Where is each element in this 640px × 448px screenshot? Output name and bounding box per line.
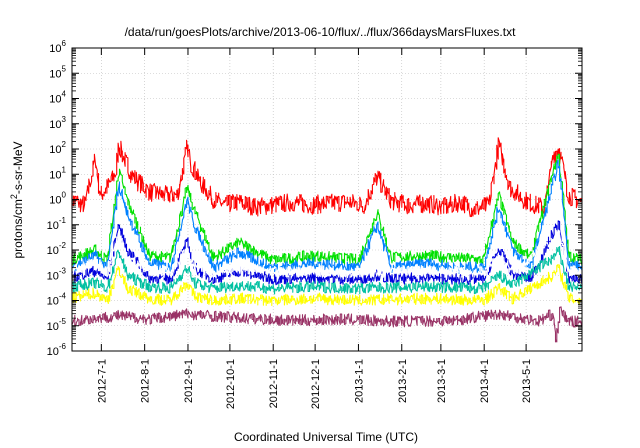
y-axis-label-sup: 2 [9, 194, 19, 199]
y-tick-exp: 6 [62, 39, 67, 48]
x-tick-label: 2013-3-1 [436, 359, 448, 403]
y-tick-base: 10 [47, 220, 59, 232]
y-tick-label: 104 [49, 90, 66, 106]
x-tick-label: 2012-8-1 [140, 359, 152, 403]
y-tick-label: 103 [49, 115, 66, 131]
y-tick-label: 10-2 [47, 241, 67, 257]
x-tick-label: 2012-11-1 [268, 359, 280, 408]
x-tick-label: 2012-10-1 [225, 359, 237, 409]
flux-series-line [71, 159, 583, 274]
y-axis-label: protons/cm2-s-sr-MeV [9, 141, 25, 258]
x-tick-label: 2013-2-1 [397, 359, 409, 403]
y-tick-base: 10 [47, 270, 59, 282]
y-tick-labels: 10-610-510-410-310-210-11001011021031041… [47, 39, 67, 358]
y-tick-exp: -2 [59, 241, 67, 250]
y-tick-exp: -6 [59, 342, 67, 351]
y-tick-base: 10 [49, 195, 61, 207]
y-tick-exp: 5 [62, 64, 67, 73]
x-tick-label: 2013-4-1 [479, 359, 491, 403]
y-tick-base: 10 [49, 169, 61, 181]
y-tick-label: 10-5 [47, 317, 67, 333]
x-axis-label: Coordinated Universal Time (UTC) [234, 430, 418, 444]
flux-series-line [71, 228, 583, 279]
y-tick-base: 10 [49, 68, 61, 80]
flux-series-line [71, 306, 583, 343]
y-tick-base: 10 [49, 94, 61, 106]
y-tick-label: 102 [49, 140, 66, 156]
plot-frame [71, 47, 583, 352]
y-axis-label-base: protons/cm [11, 199, 25, 258]
y-tick-exp: 4 [62, 90, 67, 99]
y-tick-exp: 0 [62, 191, 67, 200]
x-tick-label: 2012-7-1 [96, 359, 108, 403]
y-tick-base: 10 [47, 296, 59, 308]
x-tick-label: 2012-12-1 [310, 359, 322, 409]
flux-series-line [71, 153, 583, 266]
y-tick-exp: 2 [62, 140, 67, 149]
x-tick-label: 2012-9-1 [183, 359, 195, 403]
y-tick-base: 10 [49, 43, 61, 55]
y-tick-exp: -1 [59, 216, 67, 225]
x-tick-label: 2013-1-1 [353, 359, 365, 403]
y-tick-base: 10 [47, 245, 59, 257]
y-tick-label: 10-1 [47, 216, 67, 232]
y-tick-exp: 1 [62, 165, 67, 174]
x-tick-label: 2013-5-1 [521, 359, 533, 403]
y-axis-label-rest: -s-sr-MeV [11, 141, 25, 194]
y-tick-label: 10-3 [47, 266, 67, 282]
y-tick-exp: -3 [59, 266, 67, 275]
flux-series-line [71, 220, 583, 286]
y-tick-label: 10-6 [47, 342, 67, 358]
y-tick-base: 10 [47, 346, 59, 358]
y-tick-exp: -4 [59, 292, 67, 301]
y-tick-exp: -5 [59, 317, 67, 326]
x-tick-labels: 2012-7-1 2012-8-1 2012-9-1 2012-10-1 2012-11… [96, 359, 533, 409]
y-tick-label: 10-4 [47, 292, 67, 308]
y-tick-label: 100 [49, 191, 66, 207]
y-tick-exp: 3 [62, 115, 67, 124]
chart-title: /data/run/goesPlots/archive/2013-06-10/f… [125, 25, 517, 39]
y-tick-label: 105 [49, 64, 66, 80]
y-tick-base: 10 [49, 144, 61, 156]
y-tick-base: 10 [49, 119, 61, 131]
y-tick-base: 10 [47, 321, 59, 333]
flux-series-line [71, 264, 583, 307]
y-tick-label: 101 [49, 165, 66, 181]
flux-series-line [71, 246, 583, 295]
axes [72, 47, 582, 352]
y-tick-label: 106 [49, 39, 66, 55]
series-layer [71, 137, 583, 343]
flux-series-line [71, 137, 583, 218]
